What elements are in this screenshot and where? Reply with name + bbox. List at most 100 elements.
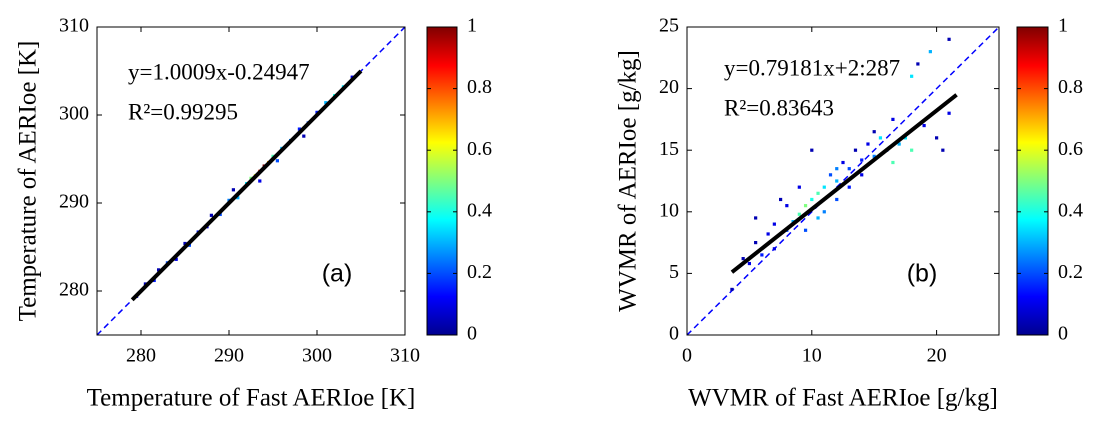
y-tick-label: 15 [659, 138, 679, 160]
point [741, 257, 745, 261]
point [157, 268, 161, 272]
point [209, 213, 213, 217]
x-tick-label: 300 [302, 345, 332, 367]
x-tick-label: 0 [682, 345, 692, 367]
point [803, 228, 808, 232]
fit-line [730, 93, 958, 274]
point [760, 253, 764, 257]
point [816, 191, 820, 195]
point [835, 167, 839, 171]
point [772, 222, 776, 226]
point [928, 50, 932, 54]
point [810, 148, 814, 152]
point [903, 136, 907, 140]
point [236, 196, 240, 200]
point [860, 158, 864, 162]
point [730, 287, 734, 292]
colorbar-tick-label: 0.6 [1058, 138, 1083, 160]
point [941, 148, 945, 152]
point [847, 185, 851, 189]
r-squared: R²=0.83643 [724, 95, 834, 120]
x-tick-label: 20 [927, 345, 947, 367]
colorbar-tick-label: 0 [467, 323, 477, 345]
point [878, 136, 883, 140]
point [785, 204, 789, 208]
colorbar-tick-label: 0.8 [1058, 76, 1083, 98]
colorbar-tick-label: 0.8 [467, 76, 492, 98]
y-tick-label: 10 [659, 199, 679, 221]
r-squared: R²=0.99295 [128, 99, 238, 124]
point [275, 159, 279, 163]
point [835, 197, 839, 202]
point [822, 210, 826, 214]
x-tick-label: 10 [802, 345, 822, 367]
point [935, 136, 939, 140]
y-tick-label: 280 [59, 279, 89, 301]
point [772, 247, 776, 251]
point [947, 37, 951, 41]
point [897, 142, 901, 146]
point [810, 197, 814, 202]
fit-line [130, 69, 363, 302]
x-tick-label: 280 [126, 345, 156, 367]
point [297, 127, 301, 131]
point [916, 62, 920, 66]
point [841, 160, 845, 165]
panel-label: (a) [322, 260, 353, 288]
point [754, 216, 758, 220]
y-axis-label: WVMR of AERIoe [g/kg] [615, 50, 642, 312]
point [910, 148, 914, 152]
point [258, 179, 262, 183]
y-tick-label: 290 [59, 191, 89, 213]
point [754, 241, 758, 245]
point [910, 74, 914, 78]
point [947, 111, 951, 115]
point [835, 179, 839, 183]
equation: y=0.79181x+2:287 [724, 55, 900, 80]
colorbar-tick-label: 0.2 [467, 261, 492, 283]
point [324, 101, 328, 105]
reference-line [686, 26, 1000, 336]
axes-frame [96, 26, 406, 336]
point [822, 185, 826, 189]
colorbar-tick-label: 1 [467, 15, 477, 37]
point [797, 212, 801, 216]
y-tick-label: 310 [59, 15, 89, 37]
colorbar-tick-label: 0.2 [1058, 261, 1083, 283]
colorbar-tick-label: 0.6 [467, 138, 492, 160]
panel-label: (b) [907, 260, 938, 288]
point [866, 142, 870, 146]
point [231, 188, 235, 192]
colorbar-tick-label: 0.4 [1058, 199, 1083, 221]
axes-frame [686, 26, 1000, 336]
point [779, 197, 783, 202]
x-tick-label: 290 [214, 345, 244, 367]
point [174, 257, 178, 261]
colorbar-tick-label: 0 [1058, 323, 1068, 345]
point [847, 167, 851, 171]
equation: y=1.0009x-0.24947 [128, 59, 310, 84]
point [747, 261, 751, 266]
y-tick-label: 20 [659, 76, 679, 98]
point [803, 204, 808, 208]
point [891, 117, 895, 121]
x-axis-label: WVMR of Fast AERIoe [g/kg] [688, 385, 998, 412]
point [302, 134, 306, 138]
colorbar-tick-label: 0.4 [467, 199, 492, 221]
point [853, 148, 858, 152]
colorbar-tick-label: 1 [1058, 15, 1068, 37]
y-tick-label: 25 [659, 15, 679, 37]
colorbar [1016, 26, 1049, 336]
x-tick-label: 310 [390, 345, 420, 367]
point [891, 160, 895, 165]
point [860, 173, 864, 177]
point [922, 123, 926, 128]
colorbar [426, 26, 458, 336]
x-axis-label: Temperature of Fast AERIoe [K] [87, 385, 416, 412]
point [872, 130, 876, 134]
point [872, 154, 876, 158]
point [816, 216, 820, 220]
y-axis-label: Temperature of AERIoe [K] [15, 41, 42, 322]
y-tick-label: 5 [669, 261, 679, 283]
